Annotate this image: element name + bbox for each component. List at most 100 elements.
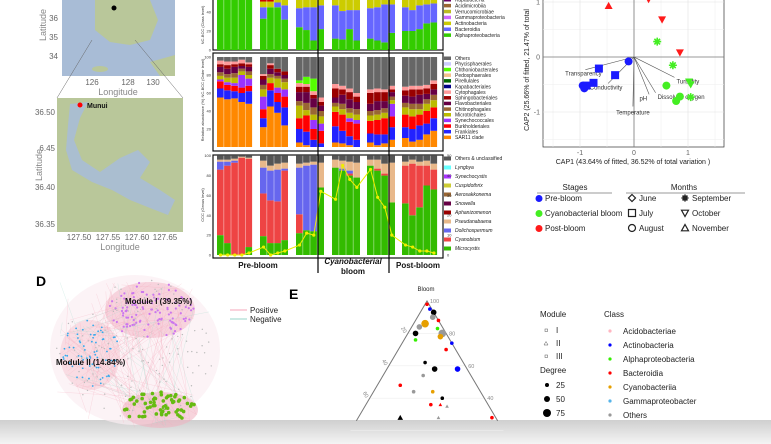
network-node: [83, 381, 86, 384]
bar-segment: [281, 96, 288, 108]
network-node: [94, 353, 97, 356]
bar-segment: [423, 84, 430, 89]
env-vector-arrow: [632, 56, 635, 107]
network-edge: [106, 321, 163, 372]
bar-segment: [303, 165, 310, 231]
legend-swatch: [444, 192, 451, 197]
legend-label: Cuspidothrix: [455, 183, 483, 189]
network-node: [78, 363, 81, 366]
legend-label: Actinobacteria: [455, 21, 487, 27]
network-node: [161, 364, 164, 367]
bar-segment: [381, 134, 388, 144]
network-panel: D: [36, 273, 220, 428]
legend-swatch: [444, 27, 451, 31]
bar-segment: [430, 100, 438, 108]
network-edge: [65, 334, 173, 426]
network-edge: [110, 304, 157, 420]
network-node: [99, 378, 102, 381]
network-node: [104, 329, 106, 331]
ternary-point: [436, 318, 441, 323]
legend-label: Frankiales: [455, 129, 479, 135]
network-node: [108, 304, 112, 308]
bar-segment-others: [423, 155, 430, 161]
bar-segment-others: [317, 155, 324, 163]
bar-segment: [303, 145, 310, 147]
months-legend-title: Months: [671, 183, 697, 192]
network-node: [139, 308, 142, 311]
legend-label: Burkholderiales: [455, 124, 490, 130]
network-node: [135, 399, 139, 403]
bar-segment: [353, 10, 360, 41]
network-edge: [170, 297, 192, 316]
bar-segment: [374, 168, 381, 171]
network-node: [110, 359, 113, 362]
network-node: [141, 300, 144, 304]
bar-segment: [310, 129, 317, 140]
network-node: [181, 333, 184, 336]
network-edge: [89, 322, 126, 337]
network-node: [96, 356, 99, 359]
stage-label-post: Post-bloom: [396, 261, 440, 270]
legend-swatch: [444, 73, 451, 77]
network-node: [68, 346, 71, 349]
bar-segment: [245, 157, 253, 159]
legend-label: Aphanizomenon: [454, 210, 491, 216]
bar-segment: [281, 240, 288, 255]
legend-label: Cytophagales: [455, 90, 486, 96]
bar-segment: [296, 118, 303, 129]
network-node: [91, 385, 94, 387]
genus-panel-ylabel: CCC (Genus level): [200, 188, 205, 222]
legend-label: SAR11 clade: [455, 135, 484, 141]
network-node: [103, 393, 106, 395]
ternary-point: [450, 341, 454, 345]
network-node: [159, 381, 161, 383]
bar-segment: [231, 85, 238, 92]
class-legend-marker: [608, 399, 612, 403]
bar-segment: [310, 231, 317, 255]
bar-segment: [430, 118, 438, 131]
bar-segment: [402, 31, 409, 50]
bar-segment: [374, 92, 381, 102]
map-overview: 36 35 34 126 128 130 Longitude Latitude: [38, 0, 184, 99]
bar-segment-others: [430, 57, 438, 81]
bar-segment: [409, 159, 416, 164]
bar-segment: [339, 0, 346, 12]
bar-segment: [267, 1, 274, 8]
bar-segment: [231, 0, 238, 50]
network-node: [134, 318, 136, 320]
bar-segment: [423, 123, 430, 135]
network-node: [129, 397, 134, 401]
network-node: [89, 333, 92, 336]
bar-segment: [238, 102, 245, 147]
network-node: [187, 351, 189, 353]
bar-segment: [310, 94, 317, 99]
network-node: [173, 293, 175, 295]
network-node: [81, 367, 84, 370]
network-node: [88, 377, 90, 380]
bar-segment: [353, 120, 360, 124]
bar-segment: [281, 162, 288, 169]
network-node: [101, 331, 104, 334]
bar-segment-others: [231, 155, 238, 159]
bar-segment: [281, 78, 288, 83]
network-node: [71, 321, 74, 323]
network-node: [180, 295, 183, 299]
site-label: Munui: [87, 103, 108, 110]
bar-segment: [332, 38, 339, 50]
cca-point: [672, 97, 681, 105]
network-node: [187, 366, 189, 368]
network-node: [185, 304, 187, 306]
legend-swatch: [444, 3, 451, 8]
bar-segment: [423, 160, 430, 166]
map-bottom-xlabel: Longitude: [100, 242, 140, 252]
legend-swatch: [444, 174, 451, 179]
bar-segment: [317, 116, 324, 124]
microcystin-point: [418, 249, 422, 253]
bar-segment: [310, 139, 317, 147]
network-node: [171, 321, 174, 324]
network-node: [125, 310, 128, 313]
bar-segment: [332, 88, 339, 98]
network-node: [146, 335, 149, 338]
network-node: [182, 317, 185, 321]
cca-point: [686, 81, 695, 89]
